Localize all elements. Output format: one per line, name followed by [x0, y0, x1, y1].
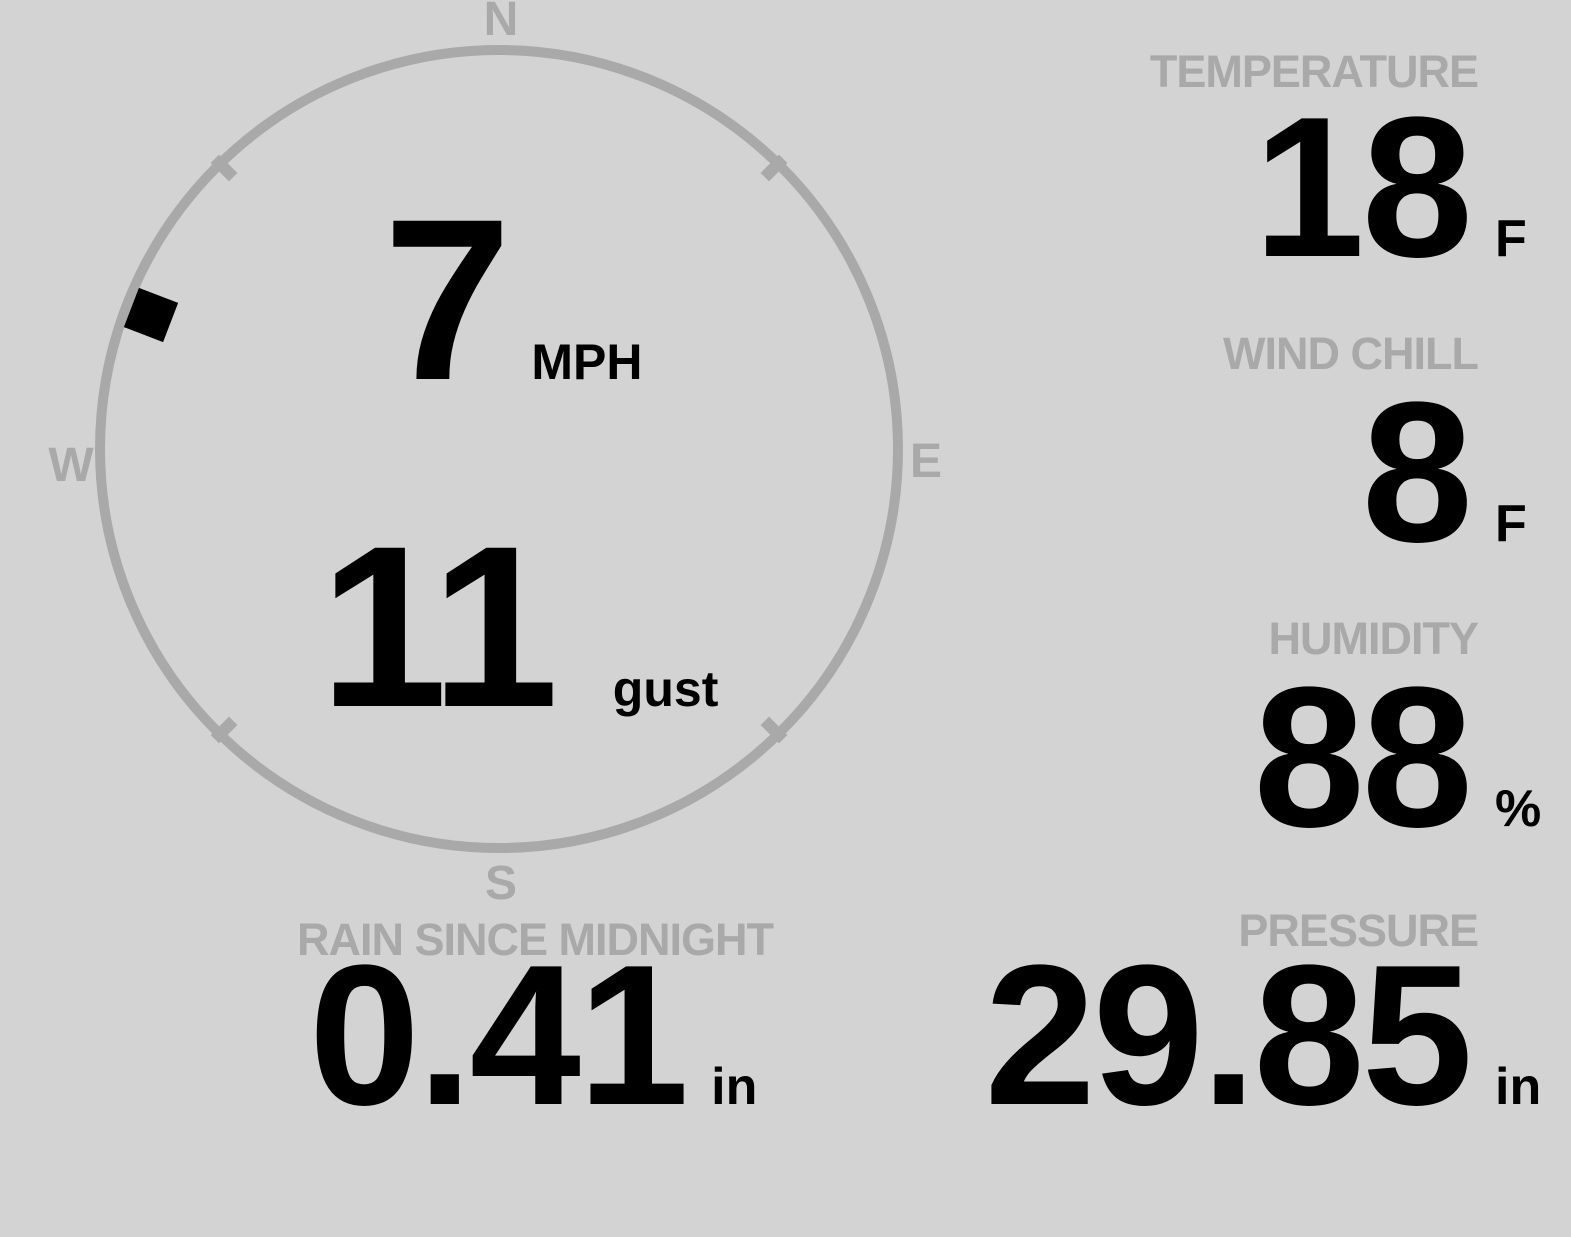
wind-gust-value: 11	[319, 498, 559, 755]
humidity-value: 88	[1253, 646, 1473, 869]
pressure-value: 29.85	[984, 924, 1473, 1147]
wind-chill-value: 8	[1361, 361, 1473, 584]
compass-circle	[95, 45, 903, 853]
wind-gust-row: 11 gust	[115, 498, 923, 755]
wind-chill-value-row: 8 F	[1361, 361, 1545, 584]
wind-speed-value: 7	[383, 171, 511, 428]
cardinal-north-label: N	[483, 0, 519, 46]
temperature-unit: F	[1495, 210, 1527, 268]
pressure-unit: in	[1495, 1058, 1542, 1116]
temperature-label: TEMPERATURE	[1149, 46, 1479, 97]
rain-since-midnight-value-row: 0.41 in	[225, 924, 845, 1147]
temperature-value-row: 18 F	[1253, 76, 1545, 299]
humidity-unit: %	[1495, 780, 1542, 838]
temperature-value: 18	[1253, 76, 1473, 299]
humidity-label: HUMIDITY	[1268, 613, 1479, 664]
cardinal-east-label: E	[909, 435, 943, 488]
rain-since-midnight-label: RAIN SINCE MIDNIGHT	[297, 914, 774, 965]
wind-chill-label: WIND CHILL	[1223, 328, 1479, 379]
rain-since-midnight-value: 0.41	[308, 924, 689, 1147]
cardinal-south-label: S	[484, 857, 518, 910]
pressure-label: PRESSURE	[1238, 905, 1479, 956]
rain-since-midnight-unit: in	[711, 1058, 758, 1116]
wind-speed-unit: MPH	[531, 334, 643, 390]
cardinal-west-label: W	[48, 439, 94, 492]
pressure-value-row: 29.85 in	[984, 924, 1546, 1147]
wind-compass: N E S W 7 MPH 11 gust	[48, 0, 942, 908]
wind-gust-label: gust	[612, 661, 719, 717]
wind-chill-unit: F	[1495, 495, 1527, 553]
wind-speed-row: 7 MPH	[109, 171, 917, 428]
humidity-value-row: 88 %	[1253, 646, 1545, 869]
